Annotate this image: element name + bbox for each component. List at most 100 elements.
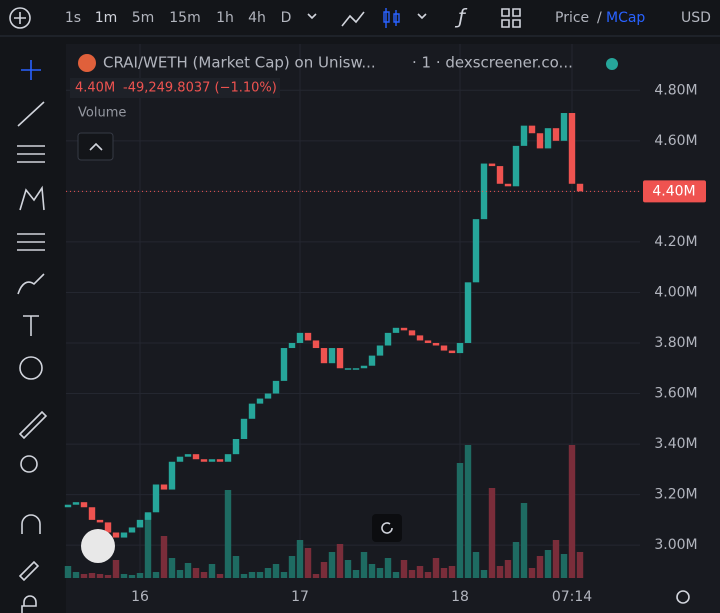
candle-body	[312, 340, 320, 349]
volume-bar	[256, 572, 264, 578]
add-button[interactable]	[9, 7, 31, 29]
volume-bar	[72, 572, 80, 578]
candle-body	[448, 350, 456, 354]
y-tick-label: 3.80M	[654, 335, 697, 351]
candle-body	[184, 454, 192, 457]
candle-body	[160, 484, 168, 490]
layout-button[interactable]	[501, 8, 521, 28]
candle-body	[216, 459, 224, 462]
candle-button[interactable]	[383, 8, 400, 28]
interval-button[interactable]: 1h	[216, 10, 234, 26]
emoji-tool[interactable]	[19, 356, 43, 380]
zoom-tool[interactable]	[20, 455, 38, 473]
candle-body	[64, 504, 72, 508]
candle-body	[256, 398, 264, 404]
interval-button[interactable]: 5m	[132, 10, 155, 26]
candle-body	[88, 507, 96, 520]
last-price-label: 4.40M	[652, 183, 695, 199]
y-tick-label: 4.20M	[654, 234, 697, 250]
volume-bar	[320, 562, 328, 578]
ruler-tool[interactable]	[18, 410, 48, 440]
candle-body	[336, 348, 344, 369]
interval-button[interactable]: 1s	[65, 10, 81, 26]
mcap-toggle[interactable]: MCap	[606, 10, 645, 26]
volume-bar	[280, 572, 288, 578]
volume-bar	[312, 574, 320, 578]
volume-bar	[432, 558, 440, 578]
lock-tool[interactable]	[21, 595, 37, 613]
volume-bar	[328, 552, 336, 578]
volume-bar	[416, 566, 424, 578]
indicators-button[interactable]: ƒ	[454, 5, 468, 29]
candle-body	[272, 380, 280, 394]
candle-body	[344, 368, 352, 370]
candle-body	[432, 342, 440, 346]
interval-button[interactable]: 1m	[95, 10, 118, 26]
volume-bar	[240, 574, 248, 578]
price-toggle[interactable]: Price	[555, 10, 589, 26]
tv-logo[interactable]	[81, 529, 115, 563]
volume-bar	[456, 463, 464, 578]
candle-body	[232, 439, 240, 455]
chart-source: · 1 · dexscreener.co...	[412, 54, 573, 72]
volume-bar	[88, 573, 96, 578]
volume-bar	[448, 566, 456, 578]
volume-bar	[232, 556, 240, 578]
volume-bar	[512, 542, 520, 578]
dropdown[interactable]	[417, 13, 427, 20]
magnet-tool[interactable]	[21, 514, 41, 534]
volume-bar	[144, 514, 152, 578]
interval-group: 1s 1m 5m 15m 1h 4h D	[65, 10, 291, 26]
token-logo	[78, 54, 96, 72]
dropdown[interactable]	[307, 13, 317, 20]
candle-body	[568, 113, 576, 184]
candle-body	[368, 355, 376, 366]
interval-button[interactable]: D	[281, 10, 292, 26]
fib-tool[interactable]	[17, 145, 45, 163]
volume-bar	[184, 563, 192, 578]
crosshair-tool[interactable]	[21, 60, 41, 80]
candle-body	[72, 502, 80, 505]
candle-body	[296, 332, 304, 343]
volume-bar	[336, 544, 344, 578]
pattern-tool[interactable]	[19, 185, 45, 211]
candle-body	[152, 484, 160, 513]
text-tool[interactable]	[23, 315, 39, 336]
volume-bar	[208, 564, 216, 578]
volume-bar	[520, 503, 528, 578]
candle-body	[240, 418, 248, 440]
projection-tool[interactable]	[17, 233, 45, 251]
interval-button[interactable]: 15m	[169, 10, 200, 26]
settings-button[interactable]	[676, 590, 690, 604]
add-icon	[14, 12, 26, 24]
legend-change: -49,249.8037 (−1.10%)	[123, 81, 277, 96]
trendline-tool[interactable]	[17, 101, 45, 127]
line-chart-button[interactable]	[341, 11, 365, 27]
status-dot	[606, 58, 618, 70]
candle-body	[128, 527, 136, 533]
volume-bar	[120, 574, 128, 578]
volume-bar	[464, 445, 472, 578]
candle-body	[112, 532, 120, 538]
legend-bg	[70, 78, 280, 98]
volume-bar	[192, 568, 200, 578]
chart-title: CRAI/WETH (Market Cap) on Unisw...	[103, 54, 376, 72]
brush-tool[interactable]	[17, 273, 45, 295]
x-tick-label: 17	[291, 589, 309, 605]
collapse-button[interactable]	[77, 132, 114, 161]
volume-bar	[248, 572, 256, 578]
candle-body	[480, 163, 488, 220]
volume-bar	[384, 558, 392, 578]
volume-bar	[488, 488, 496, 578]
currency-button[interactable]: USD	[681, 10, 711, 26]
draw-lock-tool[interactable]	[18, 560, 40, 582]
candle-body	[360, 365, 368, 369]
reset-button[interactable]	[372, 514, 402, 542]
y-tick-label: 3.00M	[654, 537, 697, 553]
candle-body	[352, 368, 360, 370]
volume-bar	[424, 572, 432, 578]
volume-bar	[168, 558, 176, 578]
volume-bar	[400, 560, 408, 578]
interval-button[interactable]: 4h	[248, 10, 266, 26]
candle-body	[104, 522, 112, 533]
